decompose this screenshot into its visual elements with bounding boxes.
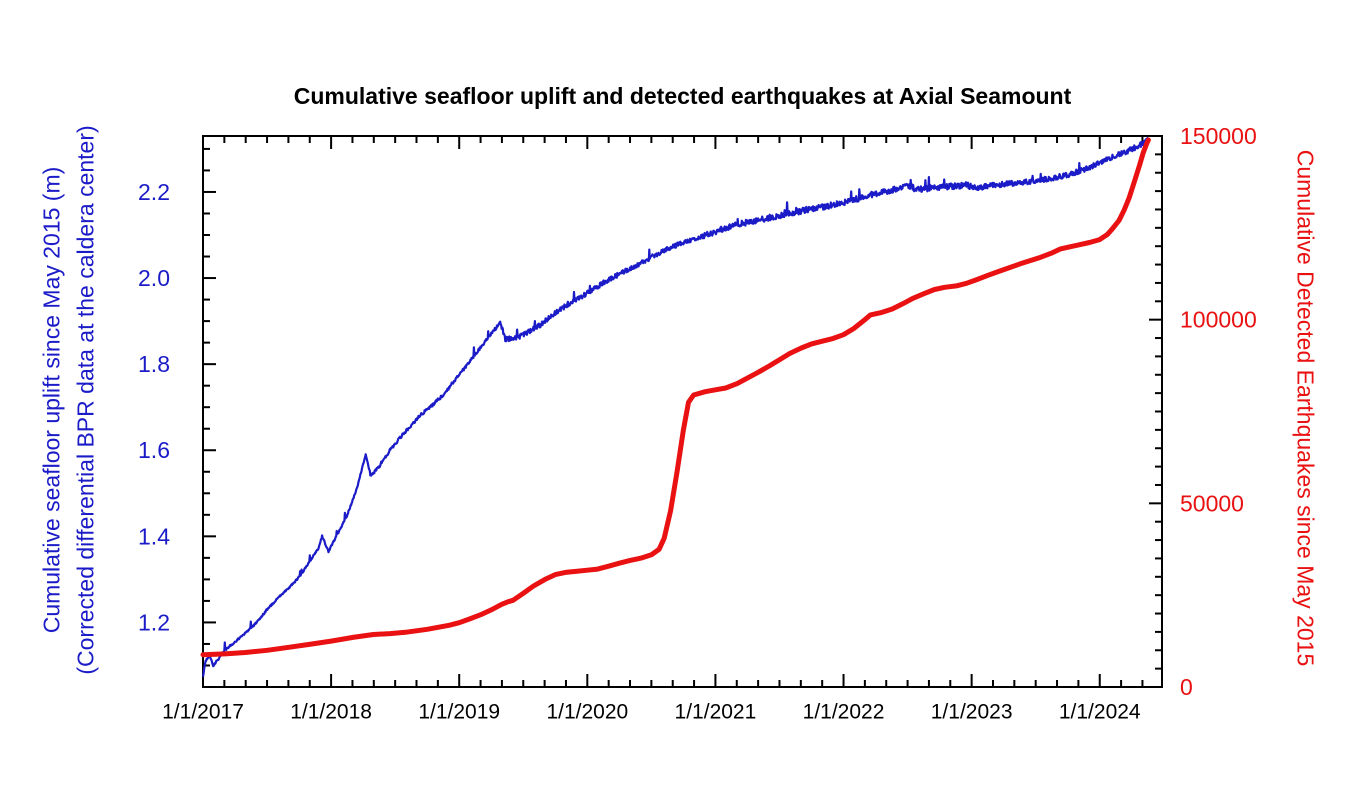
y-left-tick-label: 2.2 — [138, 179, 170, 205]
plot-frame — [202, 135, 1163, 688]
x-tick-label: 1/1/2018 — [290, 701, 372, 724]
x-tick-label: 1/1/2023 — [931, 701, 1013, 724]
y-right-tick-label: 0 — [1180, 674, 1193, 700]
y-right-tick-label: 100000 — [1180, 307, 1257, 333]
y-left-tick-label: 1.6 — [138, 437, 170, 463]
x-tick-label: 1/1/2019 — [418, 701, 500, 724]
uplift-line — [201, 136, 1150, 677]
chart-title: Cumulative seafloor uplift and detected … — [293, 83, 1072, 109]
y-left-tick-label: 1.8 — [138, 351, 170, 377]
x-tick-label: 1/1/2017 — [162, 701, 244, 724]
y-left-tick-label: 1.2 — [138, 609, 170, 635]
x-tick-label: 1/1/2022 — [803, 701, 885, 724]
y-left-tick-label: 2.0 — [138, 265, 170, 291]
y-right-tick-label: 150000 — [1180, 123, 1257, 149]
x-tick-label: 1/1/2021 — [675, 701, 757, 724]
y-left-tick-label: 1.4 — [138, 523, 170, 549]
x-tick-label: 1/1/2024 — [1059, 701, 1141, 724]
x-tick-label: 1/1/2020 — [546, 701, 628, 724]
earthquakes-line — [200, 137, 1151, 658]
y-right-tick-label: 50000 — [1180, 490, 1244, 516]
